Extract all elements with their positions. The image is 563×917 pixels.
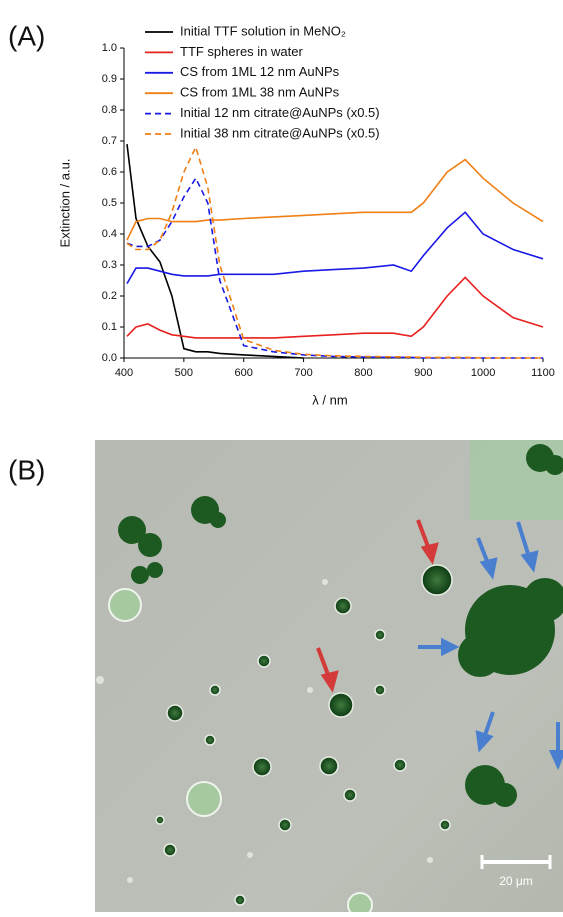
legend-label: CS from 1ML 38 nm AuNPs: [180, 85, 340, 100]
spheres: [155, 564, 453, 906]
y-tick-label: 1.0: [102, 42, 117, 54]
y-tick-label: 0.4: [102, 228, 117, 240]
legend-label: CS from 1ML 12 nm AuNPs: [180, 64, 340, 79]
x-axis-label: λ / nm: [312, 392, 347, 407]
y-tick-label: 0.3: [102, 259, 117, 271]
y-tick-label: 0.8: [102, 104, 117, 116]
small-particles: [96, 579, 433, 883]
hollow-spheres: [108, 588, 373, 917]
legend-label: Initial 12 nm citrate@AuNPs (x0.5): [180, 105, 380, 120]
panel-label: (A): [8, 20, 45, 51]
legend-label: TTF spheres in water: [180, 44, 303, 59]
red-arrows: [316, 519, 439, 693]
x-tick-label: 600: [235, 367, 253, 379]
y-tick-label: 0.2: [102, 290, 117, 302]
y-axis-label: Extinction / a.u.: [57, 159, 72, 248]
series-line: [126, 176, 543, 359]
series-line: [126, 158, 544, 241]
legend-label: Initial TTF solution in MeNO₂: [180, 23, 346, 38]
x-tick-label: 400: [115, 367, 133, 379]
y-tick-label: 0.9: [102, 73, 117, 85]
y-tick-label: 0.0: [102, 352, 117, 364]
y-tick-label: 0.7: [102, 135, 117, 147]
series-line: [126, 211, 544, 285]
y-tick-label: 0.1: [102, 321, 117, 333]
scale-bar-label: 20 μm: [499, 874, 533, 888]
x-tick-label: 900: [414, 367, 432, 379]
series-line: [126, 144, 543, 359]
x-tick-label: 500: [175, 367, 193, 379]
panel-label: (B): [8, 454, 45, 485]
y-tick-label: 0.5: [102, 197, 117, 209]
scale-bar: 20 μm: [480, 855, 552, 888]
x-tick-label: 700: [294, 367, 312, 379]
y-tick-label: 0.6: [102, 166, 117, 178]
blue-arrows: [418, 521, 563, 771]
series-line: [126, 144, 304, 359]
micrograph: 20 μm: [95, 440, 563, 917]
series-line: [126, 276, 544, 339]
x-tick-label: 800: [354, 367, 372, 379]
x-tick-label: 1100: [531, 367, 555, 379]
legend-label: Initial 38 nm citrate@AuNPs (x0.5): [180, 125, 380, 140]
aggregates: [118, 444, 563, 807]
x-tick-label: 1000: [471, 367, 495, 379]
